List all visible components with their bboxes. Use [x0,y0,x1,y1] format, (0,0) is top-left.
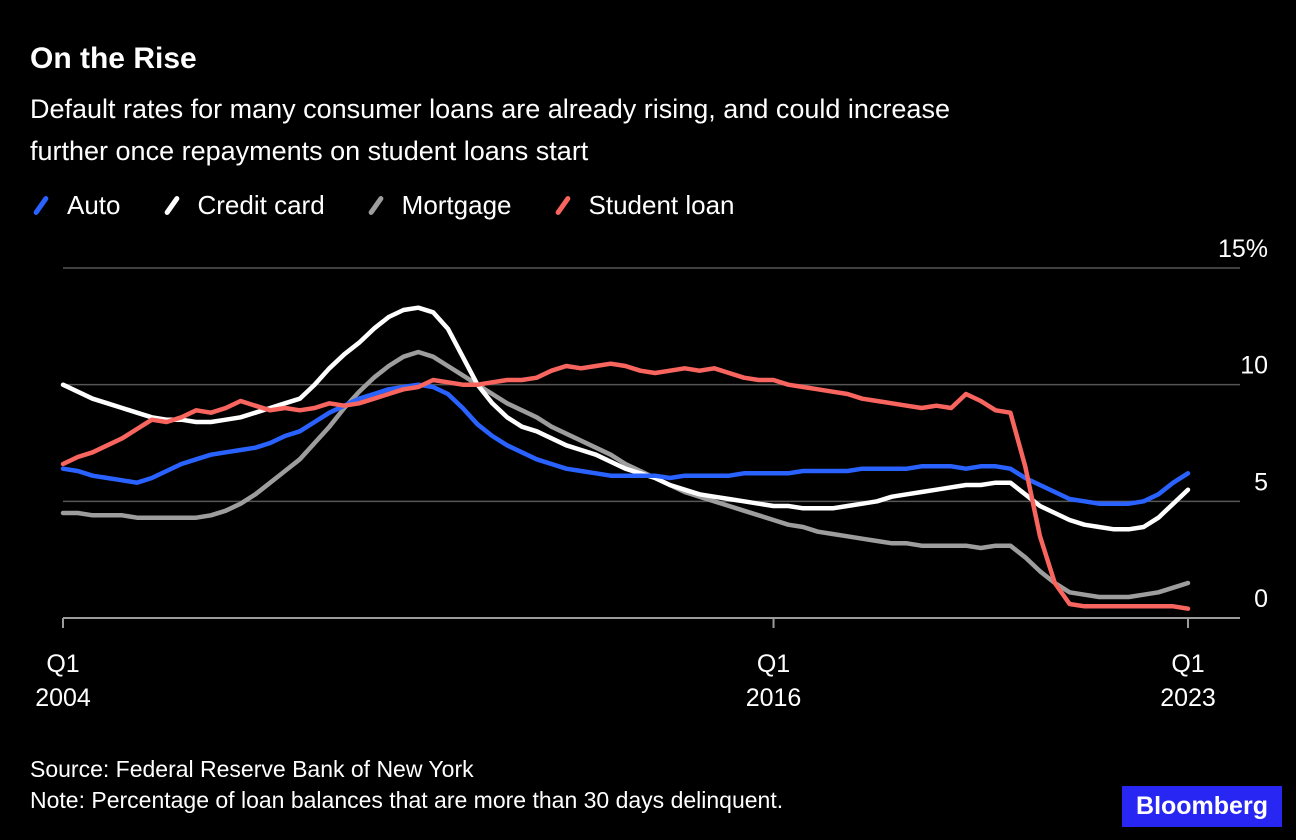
legend-label-student-loan: Student loan [588,190,735,220]
credit-card-line-swatch-icon [163,195,180,216]
x-axis-label-quarter: Q1 [757,650,790,678]
x-axis-label-year: 2004 [35,684,91,712]
bloomberg-logo: Bloomberg [1122,786,1282,827]
legend-label-credit-card: Credit card [197,190,325,220]
auto-line-swatch-icon [32,195,50,216]
legend-item-credit-card: Credit card [161,190,325,221]
chart-svg: 0 5 10 15% Q1 2004 Q1 2016 Q1 2023 [35,235,1268,712]
series-line-credit-card [60,305,1191,532]
chart-subtitle-line1: Default rates for many consumer loans ar… [30,94,950,124]
legend-label-mortgage: Mortgage [401,190,512,220]
student-loan-line-swatch-icon [554,195,571,216]
series-line-mortgage [60,349,1191,600]
x-axis-label-year: 2016 [746,684,802,712]
y-axis-label: 0 [1254,585,1268,613]
legend-item-mortgage: Mortgage [365,190,512,221]
legend-item-auto: Auto [30,190,121,221]
series-line-student-loan [60,361,1191,611]
chart-subtitle-line2: further once repayments on student loans… [30,136,589,166]
chart-legend: Auto Credit card Mortgage Student loan [30,190,735,221]
y-axis-label: 15% [1218,235,1268,263]
series-line-auto [60,382,1191,506]
chart-title: On the Rise [30,42,197,75]
chart-subtitle: Default rates for many consumer loans ar… [30,88,950,172]
mortgage-line-swatch-icon [367,195,385,216]
source-text: Source: Federal Reserve Bank of New York [30,756,474,782]
x-axis-label-quarter: Q1 [1171,650,1204,678]
legend-label-auto: Auto [67,190,121,220]
y-axis-label: 10 [1240,352,1268,380]
note-text: Note: Percentage of loan balances that a… [30,787,784,813]
y-axis-label: 5 [1254,468,1268,496]
legend-item-student-loan: Student loan [552,190,735,221]
x-axis-label-quarter: Q1 [46,650,79,678]
x-axis-label-year: 2023 [1160,684,1216,712]
